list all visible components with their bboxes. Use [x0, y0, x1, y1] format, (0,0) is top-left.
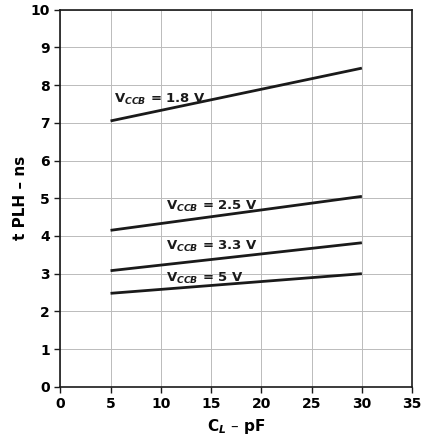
Text: V$_{CCB}$ = 2.5 V: V$_{CCB}$ = 2.5 V — [166, 199, 258, 214]
Text: V$_{CCB}$ = 3.3 V: V$_{CCB}$ = 3.3 V — [166, 239, 258, 254]
Text: V$_{CCB}$ = 5 V: V$_{CCB}$ = 5 V — [166, 271, 244, 286]
Y-axis label: t PLH – ns: t PLH – ns — [13, 156, 28, 240]
Text: V$_{CCB}$ = 1.8 V: V$_{CCB}$ = 1.8 V — [114, 92, 205, 107]
X-axis label: C$_L$ – pF: C$_L$ – pF — [207, 417, 266, 436]
